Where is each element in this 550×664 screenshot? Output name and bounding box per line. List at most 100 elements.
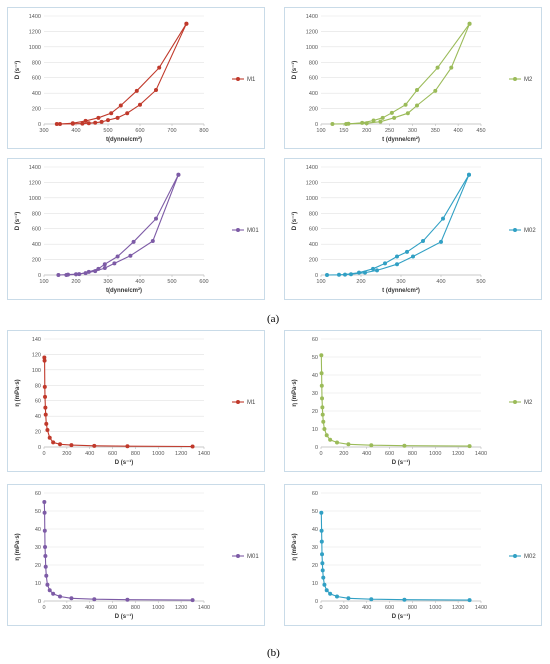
legend-marker <box>513 400 517 404</box>
data-point <box>42 358 47 363</box>
series-line <box>326 174 470 276</box>
x-tick-label: 250 <box>385 128 394 134</box>
y-axis-label: D (s⁻¹) <box>291 212 298 231</box>
y-tick-label: 60 <box>35 491 41 497</box>
data-point <box>77 272 82 277</box>
data-point <box>45 428 50 433</box>
data-point <box>403 102 408 107</box>
x-tick-label: 400 <box>135 279 144 285</box>
y-tick-label: 40 <box>312 373 318 379</box>
y-tick-label: 800 <box>32 60 41 66</box>
x-tick-label: 200 <box>71 279 80 285</box>
data-point <box>369 597 374 602</box>
y-axis-label: η (mPa·s) <box>15 533 21 560</box>
data-point <box>415 103 419 108</box>
y-tick-label: 1000 <box>306 196 318 202</box>
data-point <box>86 269 91 274</box>
x-tick-label: 0 <box>42 605 45 611</box>
data-point <box>56 273 61 277</box>
y-tick-label: 1000 <box>29 196 41 202</box>
series-line <box>43 357 193 448</box>
data-point <box>106 118 110 123</box>
data-point <box>154 88 158 93</box>
x-tick-label: 0 <box>319 605 322 611</box>
legend-marker <box>513 228 517 232</box>
data-point <box>80 121 85 126</box>
chart-svg: 0 200 400 600 800 1000 1200 1400 300 400 500 600 700… <box>14 14 256 143</box>
x-tick-label: 200 <box>339 451 348 457</box>
x-tick-label: 300 <box>103 279 112 285</box>
y-tick-label: 0 <box>315 445 318 451</box>
data-point <box>134 88 139 93</box>
x-tick-label: 300 <box>396 279 405 285</box>
y-tick-label: 0 <box>315 273 318 279</box>
data-point <box>346 596 351 601</box>
y-tick-label: 400 <box>32 91 41 97</box>
data-point <box>47 435 52 440</box>
data-point <box>42 510 47 515</box>
x-tick-label: 1200 <box>175 451 187 457</box>
chart-panel-b1: 0 20 40 60 80 100 120 140 0 200 400 600 800 1000 1200 1… <box>7 330 265 472</box>
data-point <box>125 444 130 449</box>
x-tick-label: 450 <box>476 128 485 134</box>
y-tick-label: 50 <box>312 355 318 361</box>
data-point <box>43 412 48 417</box>
data-point <box>54 122 59 126</box>
data-point <box>467 598 472 603</box>
x-tick-label: 800 <box>408 605 417 611</box>
x-tick-label: 150 <box>339 128 348 134</box>
y-tick-label: 200 <box>309 258 318 264</box>
x-tick-label: 400 <box>436 279 445 285</box>
y-tick-label: 600 <box>32 76 41 82</box>
x-tick-label: 200 <box>339 605 348 611</box>
y-axis-label: η (mPa·s) <box>292 533 298 560</box>
data-point <box>320 552 325 557</box>
data-point <box>383 261 387 266</box>
data-point <box>319 510 324 515</box>
series-line <box>43 501 193 601</box>
x-tick-label: 0 <box>319 451 322 457</box>
y-tick-label: 10 <box>312 581 318 587</box>
y-tick-label: 60 <box>35 399 41 405</box>
data-point <box>43 554 48 558</box>
legend-marker <box>513 554 517 558</box>
data-point <box>439 239 443 244</box>
x-axis-label: t (dynne/cm²) <box>382 136 420 143</box>
data-point <box>112 261 117 266</box>
x-tick-label: 1200 <box>175 605 187 611</box>
legend-marker <box>236 400 240 404</box>
x-axis-label: t(dynne/cm²) <box>106 136 142 143</box>
data-point <box>319 371 324 376</box>
data-point <box>389 110 394 115</box>
data-point <box>369 443 374 448</box>
legend-marker <box>236 77 240 81</box>
data-point <box>322 582 327 587</box>
x-axis-label: t (dynne/cm²) <box>382 287 420 294</box>
data-point <box>335 440 339 445</box>
x-tick-label: 800 <box>408 451 417 457</box>
data-point <box>83 118 88 123</box>
data-point <box>402 443 407 448</box>
legend-marker <box>513 77 517 81</box>
x-tick-label: 1400 <box>475 605 487 611</box>
chart-panel-a3: 0 200 400 600 800 1000 1200 1400 100 200 300 400 500… <box>7 158 265 300</box>
x-tick-label: 400 <box>362 605 371 611</box>
y-tick-label: 0 <box>38 122 41 128</box>
x-tick-label: 350 <box>431 128 440 134</box>
y-tick-label: 400 <box>309 91 318 97</box>
y-axis-label: D (s⁻¹) <box>14 61 21 80</box>
data-point <box>371 266 375 271</box>
x-tick-label: 1400 <box>198 451 210 457</box>
data-point <box>320 396 325 401</box>
data-point <box>395 254 399 259</box>
data-point <box>344 122 349 126</box>
data-point <box>319 383 324 388</box>
y-tick-label: 20 <box>312 563 318 569</box>
y-axis-label: D (s⁻¹) <box>291 61 298 80</box>
y-tick-label: 140 <box>32 337 41 343</box>
data-point <box>319 528 324 533</box>
data-point <box>378 119 383 124</box>
y-tick-label: 1200 <box>29 180 41 186</box>
